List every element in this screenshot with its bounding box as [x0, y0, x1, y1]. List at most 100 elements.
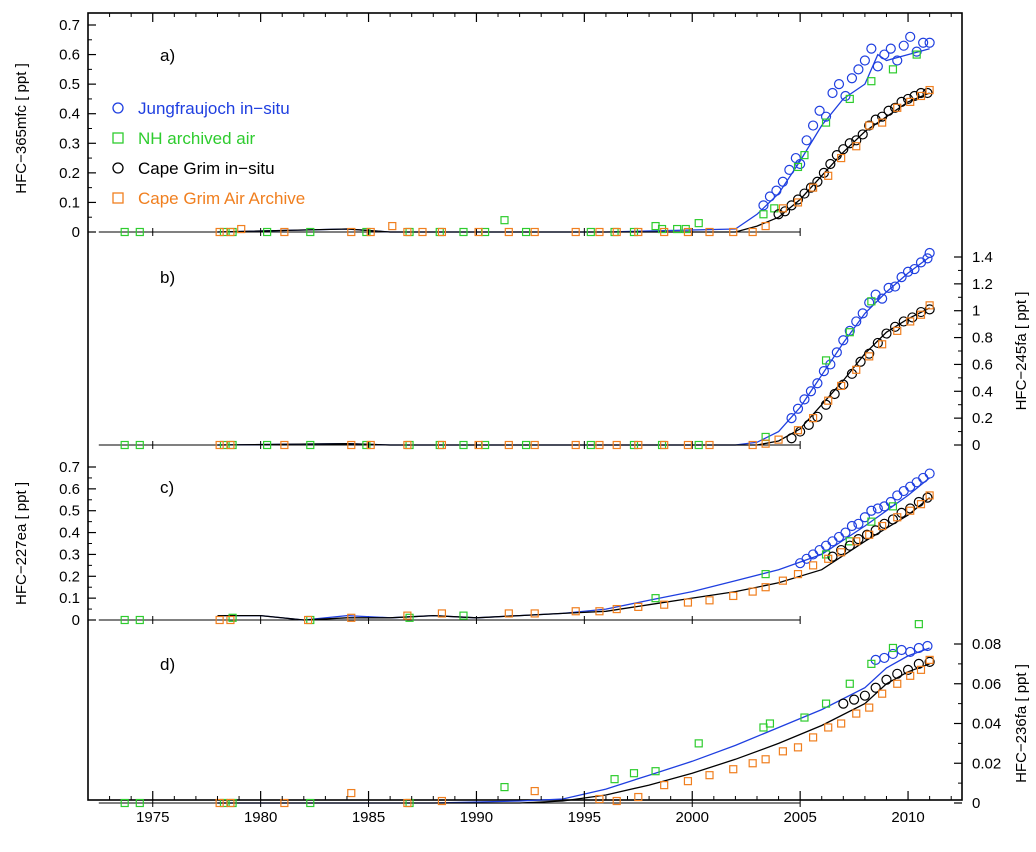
data-point — [879, 49, 890, 60]
data-point — [571, 607, 580, 616]
y-tick-label: 0.06 — [972, 676, 1001, 693]
data-point — [612, 604, 621, 614]
data-point — [748, 587, 757, 596]
y-tick-label: 0 — [972, 795, 980, 812]
data-point — [905, 481, 916, 492]
data-point — [916, 91, 926, 101]
data-point — [808, 561, 818, 570]
data-point — [911, 477, 922, 488]
model-line — [217, 647, 930, 804]
data-point — [651, 594, 660, 603]
data-point — [759, 210, 768, 219]
data-point — [263, 227, 272, 237]
data-point — [892, 490, 903, 501]
data-point — [906, 506, 915, 515]
data-point — [925, 655, 934, 665]
data-point — [887, 648, 899, 660]
data-point — [651, 767, 660, 776]
data-point — [777, 176, 788, 187]
data-point — [896, 507, 907, 519]
data-point — [793, 426, 803, 435]
data-point — [896, 96, 907, 107]
data-point — [793, 743, 803, 752]
data-point — [855, 356, 866, 367]
data-point — [887, 514, 899, 525]
data-point — [705, 440, 714, 450]
data-point — [530, 786, 539, 796]
data-point — [914, 620, 923, 629]
data-point — [821, 356, 831, 365]
data-point — [748, 759, 757, 768]
y-tick-label: 0 — [72, 224, 80, 241]
legend-entry: Cape Grim in−situ — [112, 159, 275, 178]
data-point — [846, 520, 858, 532]
data-point — [612, 227, 621, 237]
panel-label: c) — [160, 478, 174, 497]
data-point — [800, 713, 809, 722]
data-point — [228, 613, 237, 622]
series-nh-archived-air — [120, 297, 876, 450]
data-point — [459, 611, 468, 620]
data-point — [629, 227, 639, 237]
y-axis-label: HFC−365mfc [ ppt ] — [13, 63, 30, 193]
data-point — [846, 73, 858, 84]
data-point — [437, 796, 447, 806]
data-point — [825, 158, 836, 170]
data-point — [913, 496, 924, 508]
data-point — [792, 194, 804, 205]
data-point — [135, 440, 144, 450]
data-point — [892, 55, 903, 66]
data-point — [778, 204, 787, 213]
panels: 0 0.1 0.2 0.3 0.4 0.5 0.6 0.7 HFC−365mfc [ ppt ]… — [13, 17, 1030, 812]
data-point — [879, 518, 890, 529]
data-point — [877, 111, 888, 122]
data-point — [840, 527, 851, 538]
data-point — [786, 433, 797, 444]
data-point — [818, 366, 829, 377]
legend: Jungfraujoch in−situ NH archived air Cape … — [112, 99, 305, 208]
data-point — [530, 440, 539, 450]
data-point — [821, 699, 831, 708]
x-tick-label: 2000 — [676, 809, 709, 826]
data-point — [799, 394, 810, 405]
data-point — [865, 530, 874, 539]
data-point — [821, 550, 831, 559]
series-cape-grim-in-situ — [827, 492, 933, 562]
data-point — [683, 777, 693, 786]
data-point — [888, 65, 898, 74]
data-point — [215, 615, 224, 625]
data-point — [906, 97, 915, 106]
data-point — [896, 272, 907, 283]
x-tick-label: 2005 — [783, 809, 816, 826]
data-point — [629, 769, 639, 778]
data-point — [867, 517, 876, 526]
data-point — [784, 164, 795, 175]
data-point — [215, 798, 224, 808]
data-point — [905, 31, 916, 42]
data-point — [918, 472, 929, 484]
data-point — [864, 297, 875, 308]
series-cape-grim-air-archive — [215, 301, 934, 450]
data-point — [821, 118, 831, 127]
data-point — [405, 613, 414, 622]
series-cape-grim-air-archive — [215, 655, 934, 808]
data-point — [890, 102, 901, 113]
data-point — [403, 440, 412, 450]
data-point — [459, 227, 468, 237]
legend-label: NH archived air — [138, 129, 255, 148]
y-tick-label: 0.2 — [972, 410, 993, 427]
data-point — [837, 719, 846, 728]
y-tick-label: 0 — [972, 437, 980, 454]
data-point — [808, 183, 818, 192]
data-point — [459, 440, 468, 450]
data-point — [761, 755, 770, 764]
data-point — [135, 615, 144, 625]
data-point — [761, 569, 770, 579]
legend-entry: NH archived air — [112, 129, 255, 148]
data-point — [851, 135, 862, 146]
data-point — [226, 798, 235, 808]
y-tick-label: 0.6 — [972, 356, 993, 373]
data-point — [859, 690, 870, 701]
data-point — [896, 644, 907, 656]
data-point — [872, 61, 883, 72]
